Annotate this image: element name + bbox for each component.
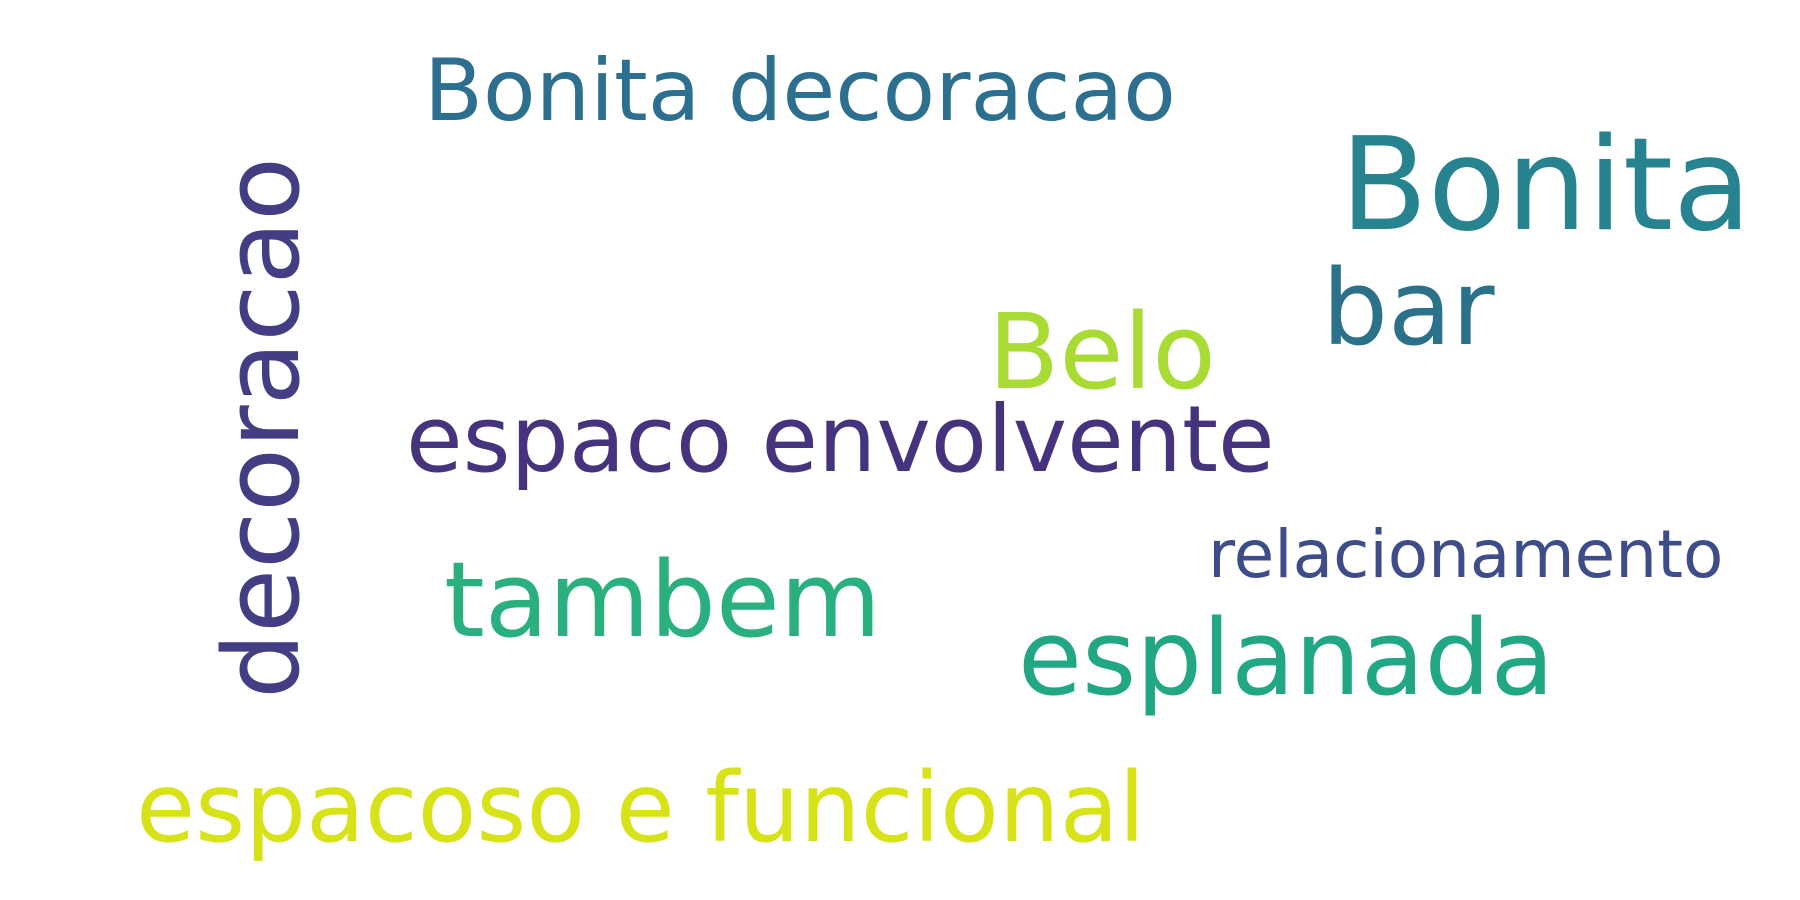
word-espaco-envolvente: espaco envolvente bbox=[406, 386, 1275, 493]
word-relacionamento: relacionamento bbox=[1208, 516, 1724, 593]
word-decoracao: decoracao bbox=[201, 157, 323, 699]
word-belo: Belo bbox=[988, 291, 1216, 413]
word-espacoso-e-funcional: espacoso e funcional bbox=[136, 752, 1146, 864]
word-bonita-decoracao: Bonita decoracao bbox=[424, 41, 1176, 141]
word-bonita: Bonita bbox=[1340, 111, 1752, 260]
word-bar: bar bbox=[1322, 247, 1495, 369]
word-esplanada: esplanada bbox=[1018, 597, 1555, 719]
word-tambem: tambem bbox=[444, 539, 882, 661]
